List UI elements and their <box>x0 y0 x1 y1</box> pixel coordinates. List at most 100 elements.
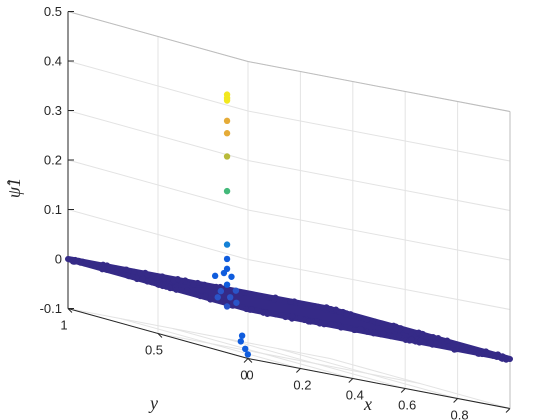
z-tick-label: 0.3 <box>44 103 62 118</box>
surface-point <box>444 337 451 344</box>
surface-point <box>315 303 322 310</box>
surface-point <box>207 296 214 303</box>
surface-point <box>498 355 505 362</box>
surface-point <box>106 264 113 271</box>
surface-point <box>387 333 394 340</box>
data-point <box>220 269 228 277</box>
y-tick-label: 1 <box>60 318 67 333</box>
grid-line-y-floor <box>157 333 421 384</box>
surface-point <box>489 352 496 359</box>
surface-point <box>351 327 358 334</box>
x-tick-label: 0.2 <box>293 378 311 393</box>
y-tick <box>67 308 73 313</box>
surface-point <box>201 281 208 288</box>
surface-point <box>154 274 161 281</box>
tick-labels: -0.1 0 0.1 0.2 0.3 0.4 0.5 0 0.5 1 0 0.2 0.4 0.6 0.8 1 <box>40 4 516 420</box>
surface-point <box>139 276 146 283</box>
surface-point <box>124 272 131 279</box>
z-tick-label: 0 <box>55 252 62 267</box>
data-point <box>211 272 219 280</box>
surface-point <box>305 318 312 325</box>
x-tick-label: 1 <box>508 418 515 420</box>
surface-point <box>364 328 371 335</box>
surface-point <box>118 266 125 273</box>
surface-point <box>83 260 90 267</box>
surface-point <box>430 334 437 341</box>
surface-point <box>173 286 180 293</box>
y-tick-label: 0.5 <box>145 343 163 358</box>
data-point <box>223 187 231 195</box>
surface-point <box>357 326 364 333</box>
surface-point <box>144 271 151 278</box>
surface-point <box>130 268 137 275</box>
z-axis-label: ψ̂1 <box>4 178 24 198</box>
x-tick-label: 0.8 <box>451 408 469 420</box>
x-tick-label: 0 <box>246 368 253 383</box>
data-point <box>242 345 249 353</box>
surface-point <box>363 316 370 323</box>
data-point <box>223 255 231 263</box>
surface-point <box>380 330 387 337</box>
surface-point <box>166 284 173 291</box>
surface-point <box>475 350 482 357</box>
surface-point <box>375 319 382 326</box>
surface-point <box>248 306 255 313</box>
data-point <box>233 299 240 306</box>
surface-point <box>408 336 415 343</box>
surface-point <box>174 276 181 283</box>
surface-point <box>129 273 136 280</box>
data-point <box>232 287 240 294</box>
surface-point <box>224 288 231 295</box>
data-point <box>217 287 225 295</box>
data-point <box>228 273 235 280</box>
surface-point <box>243 306 250 313</box>
x-tick <box>505 408 511 413</box>
grid-line-y-floor <box>67 308 331 359</box>
surface-point <box>427 339 434 346</box>
surface-point <box>238 290 245 297</box>
surface-point <box>432 340 439 347</box>
z-tick-label: 0.4 <box>44 54 62 69</box>
data-point <box>214 294 221 301</box>
surface-point <box>282 314 289 321</box>
surface-point <box>467 347 474 354</box>
surface-point <box>371 329 378 336</box>
y-tick-label: 0 <box>240 368 247 383</box>
surface-point <box>459 346 466 353</box>
surface-point <box>332 306 339 313</box>
x-tick <box>348 378 354 383</box>
surface-point <box>321 319 328 326</box>
surface-point <box>450 341 457 348</box>
data-point <box>244 351 252 358</box>
data-points <box>211 91 252 358</box>
z-tick-label: 0.5 <box>44 4 62 19</box>
surface-point <box>271 296 278 303</box>
grid-line-z-right <box>247 259 511 310</box>
surface-point <box>161 275 168 282</box>
surface-point <box>297 301 304 308</box>
grid-line-z-left <box>67 209 249 260</box>
grid-line-z-left <box>67 159 249 211</box>
data-point <box>223 241 231 248</box>
data-point <box>223 130 231 137</box>
surface-point <box>202 293 209 300</box>
x-tick <box>400 388 406 393</box>
surface-point <box>281 298 288 305</box>
surface-point <box>287 298 294 305</box>
surface-point <box>92 262 99 269</box>
surface-point <box>155 281 162 288</box>
x-tick <box>296 368 301 373</box>
data-point <box>223 281 231 288</box>
surface-point <box>149 279 156 286</box>
data-point <box>223 97 231 104</box>
surface-point <box>327 306 334 313</box>
data-point <box>226 294 234 301</box>
surface-point <box>289 312 296 319</box>
surface-point <box>396 333 403 340</box>
surface-point <box>484 351 491 358</box>
surface-point <box>122 266 129 273</box>
y-axis-label: y <box>148 393 158 413</box>
z-tick-label: 0.2 <box>44 153 62 168</box>
y-tick <box>157 333 163 338</box>
